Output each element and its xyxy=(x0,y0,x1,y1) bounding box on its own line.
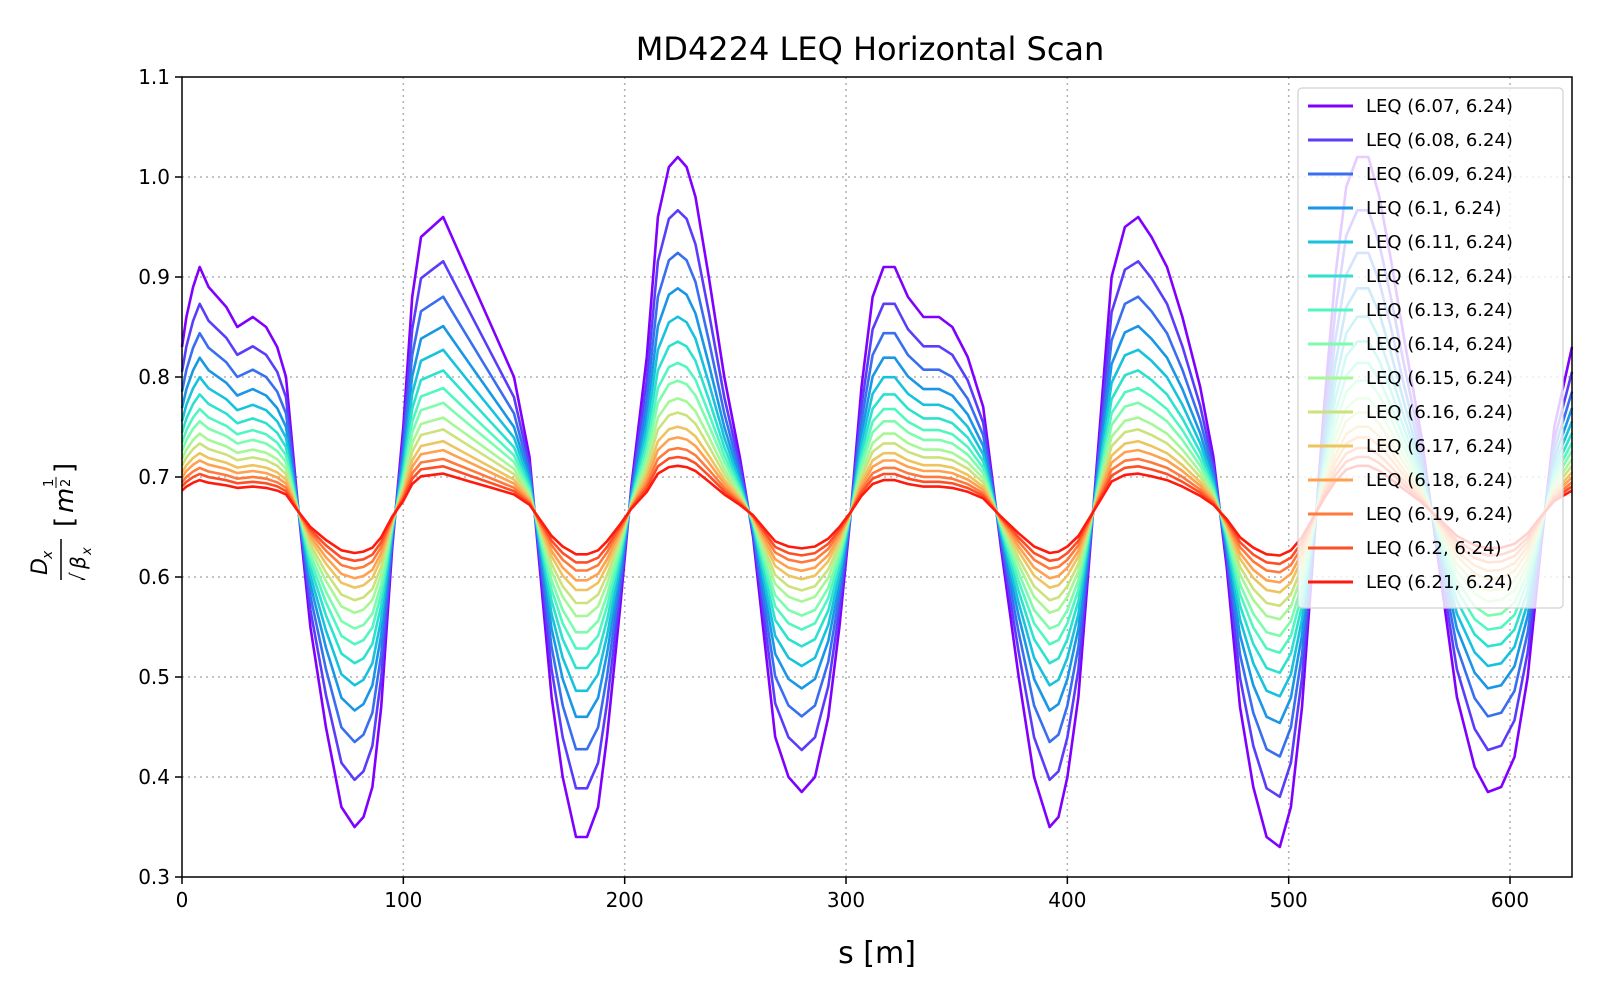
y-tick-label: 1.0 xyxy=(138,165,170,189)
x-tick-label: 300 xyxy=(827,888,865,912)
x-tick-label: 0 xyxy=(176,888,189,912)
svg-text:]: ] xyxy=(50,463,80,473)
x-tick-label: 100 xyxy=(384,888,422,912)
legend-label: LEQ (6.15, 6.24) xyxy=(1366,368,1513,389)
y-axis: 0.3 0.4 0.5 0.6 0.7 0.8 0.9 1.0 1.1 xyxy=(138,65,182,889)
svg-text:[: [ xyxy=(50,517,80,527)
legend-label: LEQ (6.12, 6.24) xyxy=(1366,266,1513,287)
legend-label: LEQ (6.13, 6.24) xyxy=(1366,300,1513,321)
svg-text:√: √ xyxy=(66,572,90,580)
svg-text:β: β xyxy=(66,556,90,570)
legend: LEQ (6.07, 6.24) LEQ (6.08, 6.24) LEQ (6.0… xyxy=(1297,87,1564,609)
legend-label: LEQ (6.21, 6.24) xyxy=(1366,572,1513,593)
legend-label: LEQ (6.08, 6.24) xyxy=(1366,130,1513,151)
legend-label: LEQ (6.17, 6.24) xyxy=(1366,436,1513,457)
x-axis-label: s [m] xyxy=(838,936,916,971)
y-tick-label: 0.7 xyxy=(138,465,170,489)
y-tick-label: 0.4 xyxy=(138,765,170,789)
legend-label: LEQ (6.09, 6.24) xyxy=(1366,164,1513,185)
y-tick-label: 0.8 xyxy=(138,365,170,389)
legend-label: LEQ (6.07, 6.24) xyxy=(1366,96,1513,117)
x-axis: 0 100 200 300 400 500 600 xyxy=(176,877,1529,912)
legend-box xyxy=(1297,87,1564,609)
svg-text:m: m xyxy=(50,488,80,513)
svg-text:x: x xyxy=(80,547,95,556)
x-tick-label: 200 xyxy=(606,888,644,912)
legend-label: LEQ (6.14, 6.24) xyxy=(1366,334,1513,355)
x-tick-label: 600 xyxy=(1491,888,1529,912)
legend-label: LEQ (6.18, 6.24) xyxy=(1366,470,1513,491)
y-tick-label: 0.5 xyxy=(138,665,170,689)
x-tick-label: 500 xyxy=(1270,888,1308,912)
legend-label: LEQ (6.11, 6.24) xyxy=(1366,232,1513,253)
legend-label: LEQ (6.1, 6.24) xyxy=(1366,198,1501,219)
y-axis-label: D x √ β x [ m 1 2 ] xyxy=(28,463,95,580)
y-tick-label: 0.6 xyxy=(138,565,170,589)
legend-label: LEQ (6.19, 6.24) xyxy=(1366,504,1513,525)
legend-label: LEQ (6.16, 6.24) xyxy=(1366,402,1513,423)
chart-title: MD4224 LEQ Horizontal Scan xyxy=(636,30,1105,68)
svg-text:1: 1 xyxy=(42,479,57,487)
y-tick-label: 1.1 xyxy=(138,65,170,89)
x-tick-label: 400 xyxy=(1048,888,1086,912)
svg-text:x: x xyxy=(40,550,56,560)
y-tick-label: 0.9 xyxy=(138,265,170,289)
svg-text:2: 2 xyxy=(59,479,74,487)
svg-text:D: D xyxy=(28,558,53,575)
y-tick-label: 0.3 xyxy=(138,865,170,889)
legend-label: LEQ (6.2, 6.24) xyxy=(1366,538,1501,559)
